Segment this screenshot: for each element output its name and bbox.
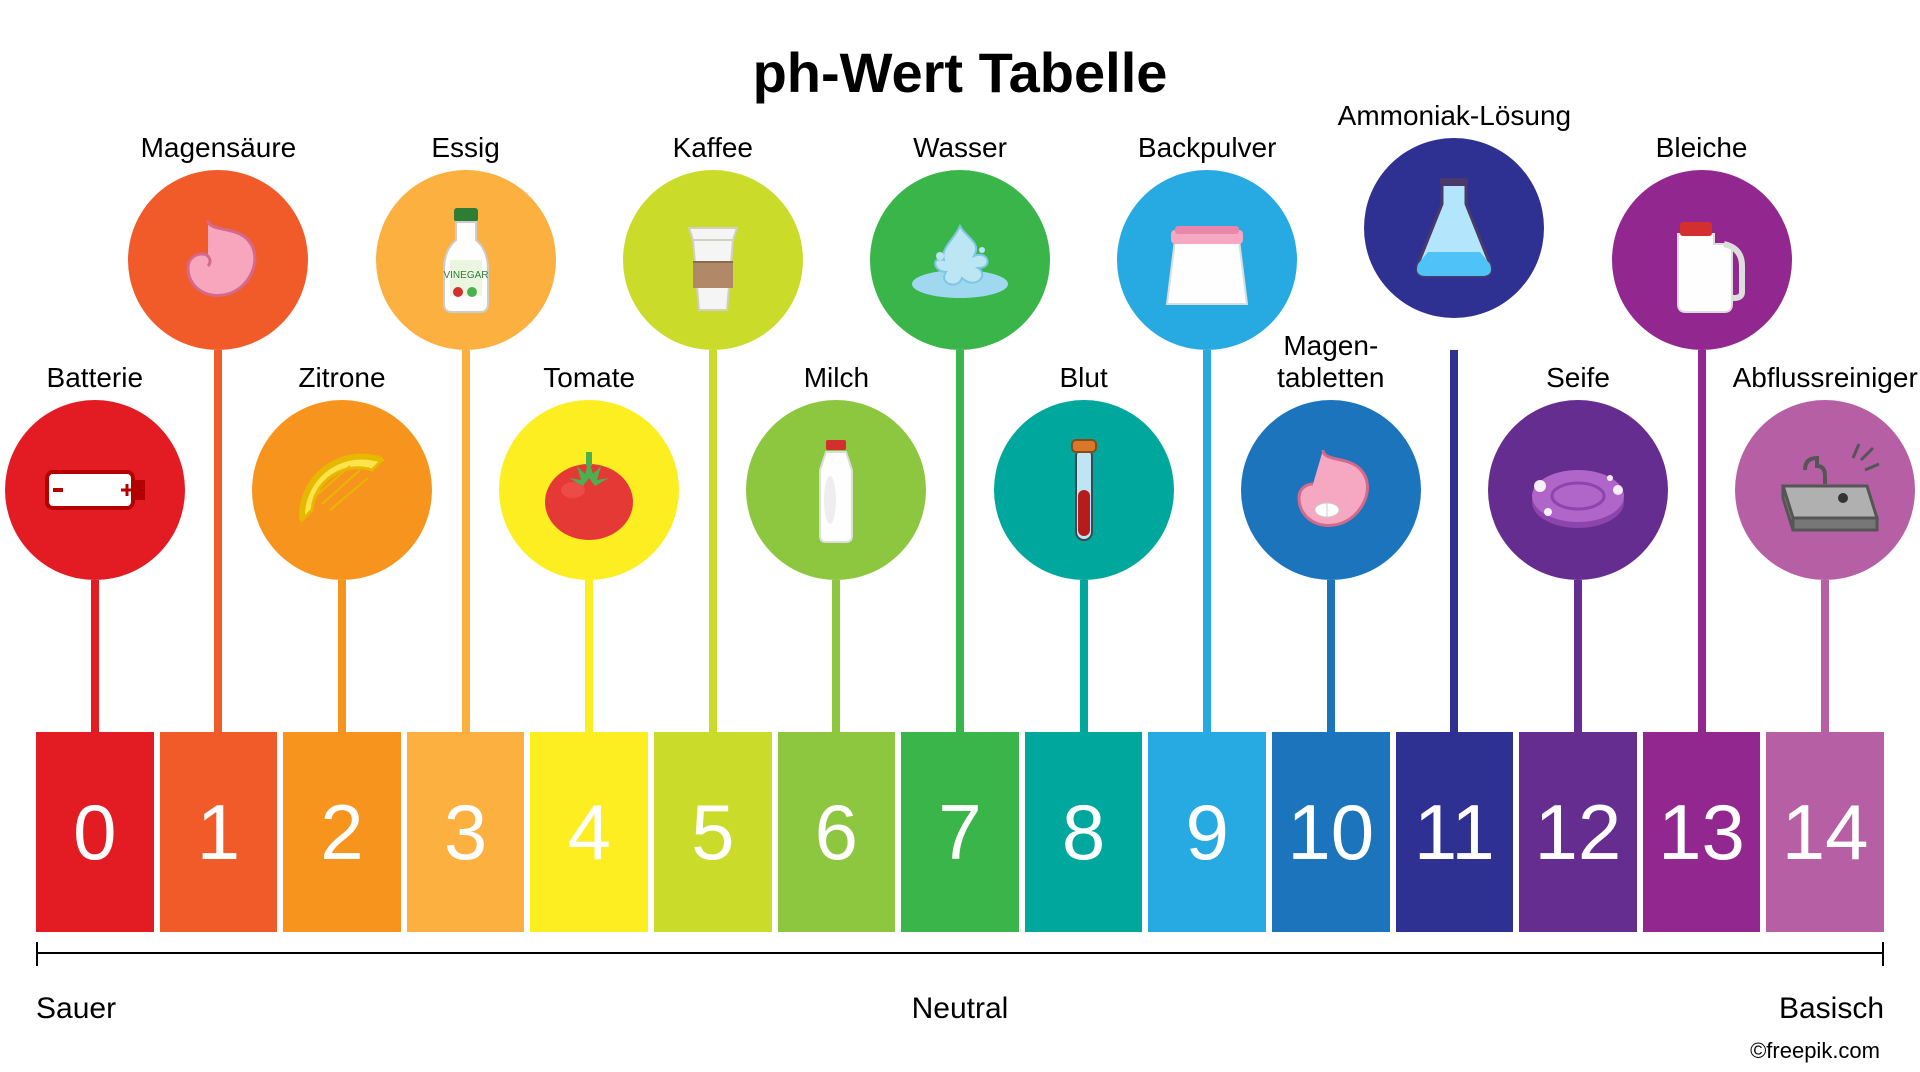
- ph-cell-12: 12: [1519, 732, 1637, 932]
- stem-ph-5: [709, 350, 717, 736]
- ph-item-8: Blut: [994, 362, 1174, 580]
- stem-ph-4: [585, 580, 593, 736]
- stem-ph-7: [956, 350, 964, 736]
- stem-ph-1: [214, 350, 222, 736]
- ph-cell-14: 14: [1766, 732, 1884, 932]
- stem-ph-11: [1450, 350, 1458, 736]
- ph-item-label: Abflussreiniger: [1695, 362, 1920, 394]
- ph-cell-1: 1: [160, 732, 278, 932]
- ph-item-14: Abflussreiniger: [1695, 362, 1920, 580]
- ph-cell-10: 10: [1272, 732, 1390, 932]
- ph-item-label: Backpulver: [1117, 132, 1297, 164]
- water-icon: [870, 170, 1050, 350]
- ph-cell-7: 7: [901, 732, 1019, 932]
- drain-icon: [1735, 400, 1915, 580]
- stem-ph-8: [1080, 580, 1088, 736]
- flask-icon: [1364, 138, 1544, 318]
- ph-item-label: Tomate: [499, 362, 679, 394]
- axis-label-center: Neutral: [912, 992, 1009, 1026]
- ph-item-12: Seife: [1488, 362, 1668, 580]
- ph-cell-8: 8: [1025, 732, 1143, 932]
- ph-item-label: Magen- tabletten: [1241, 330, 1421, 394]
- ph-item-10: Magen- tabletten: [1241, 330, 1421, 580]
- ph-item-2: Zitrone: [252, 362, 432, 580]
- stem-ph-14: [1821, 580, 1829, 736]
- vinegar-icon: VINEGAR: [376, 170, 556, 350]
- ph-item-13: Bleiche: [1612, 132, 1792, 350]
- ph-cell-2: 2: [283, 732, 401, 932]
- ph-cell-6: 6: [778, 732, 896, 932]
- baking-icon: [1117, 170, 1297, 350]
- stem-ph-3: [462, 350, 470, 736]
- ph-item-label: Seife: [1488, 362, 1668, 394]
- page-title: ph-Wert Tabelle: [0, 40, 1920, 105]
- ph-scale: 01234567891011121314: [36, 732, 1884, 932]
- ph-cell-9: 9: [1148, 732, 1266, 932]
- ph-item-label: Batterie: [5, 362, 185, 394]
- ph-item-label: Magensäure: [128, 132, 308, 164]
- ph-item-5: Kaffee: [623, 132, 803, 350]
- ph-item-label: Ammoniak-Lösung: [1324, 100, 1584, 132]
- blood-icon: [994, 400, 1174, 580]
- ph-cell-0: 0: [36, 732, 154, 932]
- ph-item-4: Tomate: [499, 362, 679, 580]
- tomato-icon: [499, 400, 679, 580]
- ph-cell-5: 5: [654, 732, 772, 932]
- bleach-icon: [1612, 170, 1792, 350]
- svg-text:VINEGAR: VINEGAR: [443, 270, 488, 281]
- ph-item-6: Milch: [746, 362, 926, 580]
- stem-ph-10: [1327, 580, 1335, 736]
- ph-item-9: Backpulver: [1117, 132, 1297, 350]
- ph-item-0: Batterie: [5, 362, 185, 580]
- coffee-icon: [623, 170, 803, 350]
- ph-item-label: Kaffee: [623, 132, 803, 164]
- axis-labels: Sauer Neutral Basisch: [36, 992, 1884, 1032]
- ph-item-1: Magensäure: [128, 132, 308, 350]
- ph-item-3: Essig VINEGAR: [376, 132, 556, 350]
- credit-text: ©freepik.com: [1750, 1038, 1880, 1064]
- ph-cell-4: 4: [530, 732, 648, 932]
- stem-ph-6: [832, 580, 840, 736]
- lemon-icon: [252, 400, 432, 580]
- stem-ph-9: [1203, 350, 1211, 736]
- ph-cell-11: 11: [1396, 732, 1514, 932]
- axis-line: [36, 952, 1884, 992]
- ph-item-7: Wasser: [870, 132, 1050, 350]
- ph-item-label: Essig: [376, 132, 556, 164]
- axis-label-right: Basisch: [1779, 992, 1884, 1026]
- stem-ph-2: [338, 580, 346, 736]
- stomach-icon: [128, 170, 308, 350]
- stem-ph-12: [1574, 580, 1582, 736]
- soap-icon: [1488, 400, 1668, 580]
- axis-label-left: Sauer: [36, 992, 116, 1026]
- antacid-icon: [1241, 400, 1421, 580]
- battery-icon: [5, 400, 185, 580]
- ph-item-label: Milch: [746, 362, 926, 394]
- ph-cell-3: 3: [407, 732, 525, 932]
- ph-item-label: Bleiche: [1612, 132, 1792, 164]
- ph-item-label: Blut: [994, 362, 1174, 394]
- stem-ph-0: [91, 580, 99, 736]
- ph-item-11: Ammoniak-Lösung: [1324, 100, 1584, 318]
- ph-item-label: Wasser: [870, 132, 1050, 164]
- ph-cell-13: 13: [1643, 732, 1761, 932]
- ph-item-label: Zitrone: [252, 362, 432, 394]
- milk-icon: [746, 400, 926, 580]
